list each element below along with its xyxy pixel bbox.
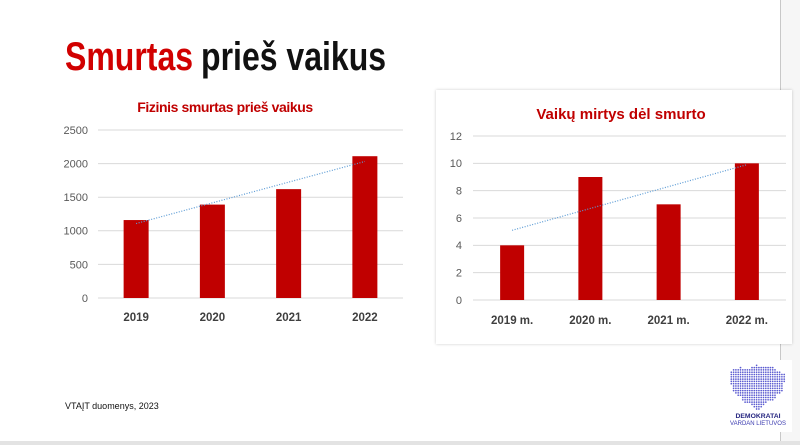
y-tick-label: 1000 [64,226,88,238]
y-tick-label: 8 [456,186,462,198]
y-tick-label: 2500 [64,125,88,137]
x-tick-label: 2022 [352,312,378,324]
bar [578,177,603,300]
trendline [511,164,748,231]
y-tick-label: 1500 [64,192,88,204]
chart-physical-violence: 0 500 1000 1500 2000 2500 2019 2020 2021 2022 [64,125,403,324]
bar [199,204,225,298]
x-tick-label: 2022 m. [726,315,768,327]
y-tick-label: 10 [450,158,462,170]
bar [500,245,525,300]
x-tick-label: 2019 [123,312,149,324]
y-tick-label: 500 [70,259,88,271]
slide-title-rest: prieš vaikus [201,35,387,79]
x-tick-label: 2019 m. [491,315,533,327]
bar [123,220,149,298]
x-tick-label: 2020 [200,312,226,324]
slide-title: Smurtas prieš vaikus [65,37,386,77]
x-tick-label: 2021 m. [648,315,690,327]
chart-child-deaths: 0 2 4 6 8 10 12 2019 m. 2020 m. 2021 m. 2022 m. [450,131,786,327]
trendline [135,160,366,225]
bar [276,189,302,298]
slide-bottom-strip [0,441,800,445]
y-tick-label: 0 [82,293,88,305]
slide-title-accent: Smurtas [65,35,194,79]
chart-panel-child-deaths [436,90,792,344]
lithuania-map-icon [730,364,786,410]
party-logo: DEMOKRATAI VARDAN LIETUVOS [724,360,792,432]
chart-title-physical-violence: Fizinis smurtas prieš vaikus [137,99,313,115]
y-tick-label: 4 [456,240,462,252]
y-tick-label: 12 [450,131,462,143]
x-tick-label: 2020 m. [569,315,611,327]
source-note: VTAĮT duomenys, 2023 [65,401,159,411]
bar [734,163,759,300]
y-tick-label: 2 [456,268,462,280]
bar [352,156,378,298]
y-tick-label: 0 [456,295,462,307]
bar [656,204,681,300]
chart-title-child-deaths: Vaikų mirtys dėl smurto [536,106,706,123]
y-tick-label: 6 [456,213,462,225]
logo-text-line2: VARDAN LIETUVOS [730,421,786,427]
x-tick-label: 2021 [276,312,302,324]
y-tick-label: 2000 [64,158,88,170]
logo-text-line1: DEMOKRATAI [735,413,781,420]
